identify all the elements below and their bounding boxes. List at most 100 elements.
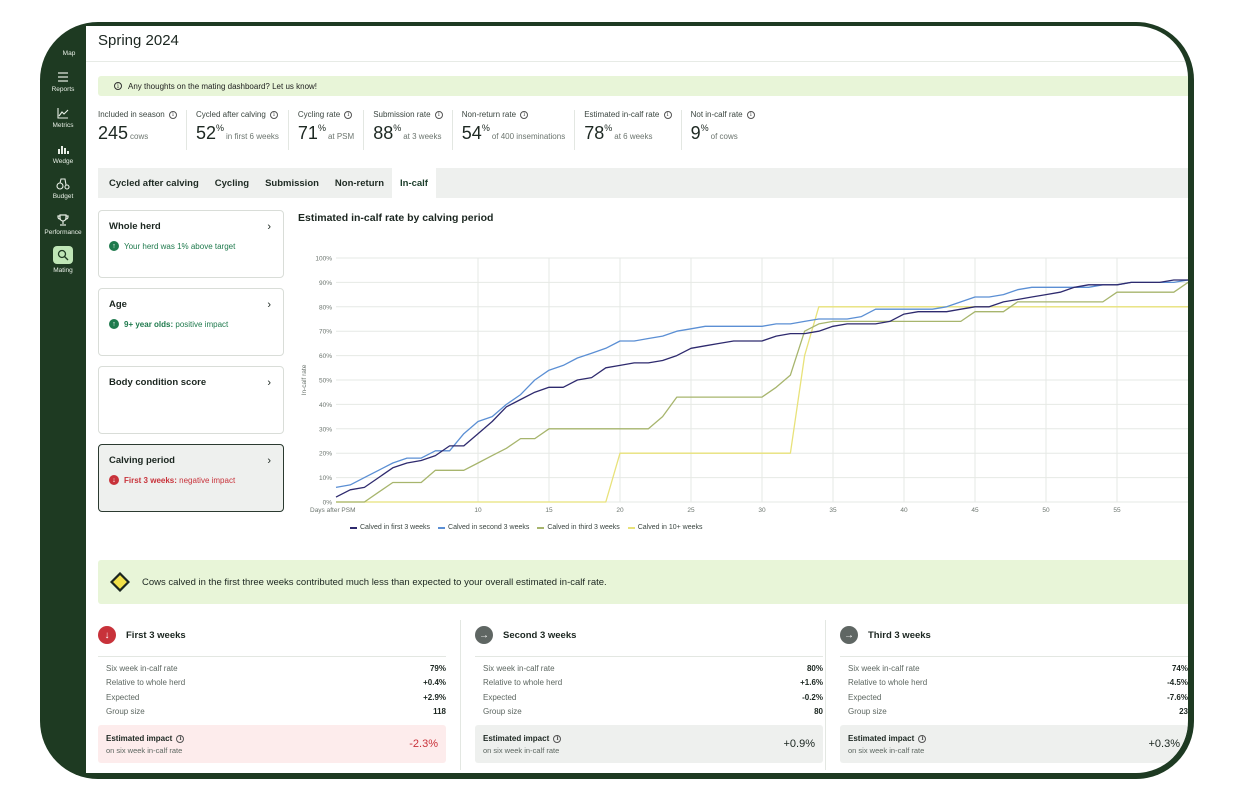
card-body-condition-score[interactable]: Body condition score › xyxy=(98,366,284,434)
sidebar-item-budget[interactable]: Budget xyxy=(40,178,86,200)
row-label: Relative to whole herd xyxy=(483,678,563,688)
card-title: Body condition score xyxy=(109,377,207,388)
y-tick-label: 60% xyxy=(319,353,332,360)
arrow-up-icon: ↑ xyxy=(109,319,119,329)
info-icon[interactable]: i xyxy=(168,110,177,119)
stat-cycling-rate: Cycling rate i 71%at PSM xyxy=(298,110,365,150)
info-icon[interactable]: i xyxy=(176,734,185,743)
sidebar-item-performance[interactable]: Performance xyxy=(40,214,86,236)
info-icon[interactable]: i xyxy=(746,110,755,119)
series-line xyxy=(336,281,1188,503)
stat-cycled-after-calving: Cycled after calving i 52%in first 6 wee… xyxy=(196,110,289,150)
legend-swatch xyxy=(537,526,545,529)
divider xyxy=(840,656,1188,657)
y-tick-label: 80% xyxy=(319,304,332,311)
group-title: Third 3 weeks xyxy=(868,629,931,641)
stat-label: Cycled after calving xyxy=(195,110,266,119)
sidebar-item-metrics[interactable]: Metrics xyxy=(40,107,86,129)
stats-row: Included in season i 245 cows Cycled afte… xyxy=(98,110,773,158)
row-value: +1.6% xyxy=(800,678,823,688)
stat-unit: % xyxy=(317,123,326,133)
x-tick-label: 10 xyxy=(474,507,482,514)
row-label: Six week in-calf rate xyxy=(483,663,555,673)
sidebar-item-mating[interactable]: Mating xyxy=(40,246,86,274)
card-calving-period[interactable]: Calving period › ↓ First 3 weeks: negati… xyxy=(98,444,284,512)
chart-title: Estimated in-calf rate by calving period xyxy=(298,212,494,224)
impact-sub: on six week in-calf rate xyxy=(106,746,183,755)
tab-submission[interactable]: Submission xyxy=(265,177,319,189)
row-value: 118 xyxy=(433,707,446,717)
info-icon[interactable]: i xyxy=(553,734,562,743)
stat-label: Included in season xyxy=(98,110,165,119)
row-label: Group size xyxy=(106,707,145,717)
sidebar-item-map[interactable]: Map xyxy=(40,50,86,57)
x-tick-label: 50 xyxy=(1042,507,1050,514)
group-row: Six week in-calf rate 80% xyxy=(475,661,823,676)
tab-cycling[interactable]: Cycling xyxy=(214,177,250,189)
legend-item[interactable]: Calved in third 3 weeks xyxy=(537,524,620,531)
x-axis-label: Days after PSM xyxy=(310,507,356,514)
legend-item[interactable]: Calved in second 3 weeks xyxy=(438,524,529,531)
sidebar-item-label: Wedge xyxy=(52,158,74,165)
sidebar-item-label: Performance xyxy=(44,229,82,236)
impact-label: Estimated impact xyxy=(106,734,173,743)
stat-value: 52 xyxy=(195,123,216,143)
impact-box: Estimated impact i on six week in-calf r… xyxy=(475,725,823,763)
tab-in-calf[interactable]: In-calf xyxy=(392,168,436,198)
arrow-right-icon: → xyxy=(475,626,493,644)
stat-value: 245 xyxy=(98,123,129,143)
card-whole-herd[interactable]: Whole herd › ↑ Your herd was 1% above ta… xyxy=(98,210,284,278)
row-label: Expected xyxy=(848,692,882,702)
info-icon[interactable]: i xyxy=(918,734,927,743)
chart-legend: Calved in first 3 weeks Calved in second… xyxy=(350,524,711,531)
group-row: Group size 118 xyxy=(98,705,446,720)
legend-item[interactable]: Calved in first 3 weeks xyxy=(350,524,430,531)
tab-cycled-after-calving[interactable]: Cycled after calving xyxy=(109,177,199,189)
divider xyxy=(475,656,823,657)
row-value: +0.4% xyxy=(423,678,446,688)
tab-non-return[interactable]: Non-return xyxy=(334,177,384,189)
stat-label: Estimated in-calf rate xyxy=(584,110,660,119)
card-title: Calving period xyxy=(109,455,175,466)
info-icon[interactable]: i xyxy=(344,110,353,119)
impact-box: Estimated impact i on six week in-calf r… xyxy=(840,725,1188,763)
info-icon[interactable]: i xyxy=(663,110,672,119)
chevron-right-icon: › xyxy=(267,299,271,311)
sidebar-item-reports[interactable]: Reports xyxy=(40,71,86,93)
legend-label: Calved in 10+ weeks xyxy=(637,524,703,531)
info-icon[interactable]: i xyxy=(520,110,529,119)
legend-label: Calved in third 3 weeks xyxy=(547,524,620,531)
stat-sub: cows xyxy=(130,132,149,141)
x-tick-label: 45 xyxy=(971,507,979,514)
row-value: 80% xyxy=(806,663,823,673)
group-second-3-weeks: → Second 3 weeks Six week in-calf rate 80%… xyxy=(475,620,823,763)
stat-unit: % xyxy=(700,123,709,133)
group-third-3-weeks: → Third 3 weeks Six week in-calf rate 74% … xyxy=(840,620,1188,763)
info-icon[interactable]: i xyxy=(434,110,443,119)
arrow-down-icon: ↓ xyxy=(109,475,119,485)
arrow-right-icon: → xyxy=(840,626,858,644)
stat-unit: % xyxy=(393,123,402,133)
feedback-banner[interactable]: i Any thoughts on the mating dashboard? … xyxy=(98,76,1188,96)
row-value: 79% xyxy=(429,663,446,673)
card-status-bold: 9+ year olds: xyxy=(124,319,174,329)
sidebar-item-wedge[interactable]: Wedge xyxy=(40,143,86,165)
group-row: Group size 23 xyxy=(840,705,1188,720)
stat-included: Included in season i 245 cows xyxy=(98,110,187,150)
group-row: Expected -0.2% xyxy=(475,690,823,705)
card-status-text: negative impact xyxy=(176,475,236,485)
group-row: Six week in-calf rate 79% xyxy=(98,661,446,676)
legend-swatch xyxy=(438,526,446,529)
card-age[interactable]: Age › ↑ 9+ year olds: positive impact xyxy=(98,288,284,356)
row-value: 74% xyxy=(1171,663,1188,673)
stat-label: Not in-calf rate xyxy=(690,110,743,119)
legend-swatch xyxy=(627,526,635,529)
info-icon[interactable]: i xyxy=(270,110,278,119)
series-line xyxy=(336,306,1188,503)
sidebar: Map Reports Metrics Wedge Budget Perform… xyxy=(40,22,86,779)
legend-item[interactable]: Calved in 10+ weeks xyxy=(627,524,703,531)
impact-label: Estimated impact xyxy=(848,734,915,743)
stat-unit: % xyxy=(481,123,490,133)
stat-label: Submission rate xyxy=(373,110,431,119)
group-title: Second 3 weeks xyxy=(503,629,577,641)
